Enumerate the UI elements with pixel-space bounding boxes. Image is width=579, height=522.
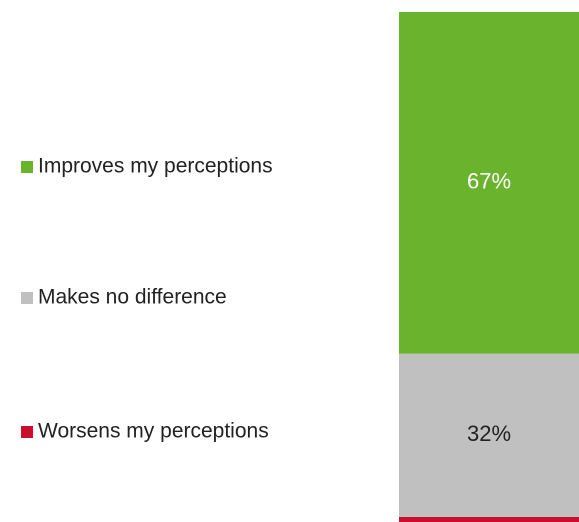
value-label: 67%: [467, 169, 511, 194]
value-label: 32%: [467, 421, 511, 446]
legend-text: Improves my perceptions: [38, 155, 273, 178]
legend-text: Worsens my perceptions: [38, 420, 269, 443]
legend-swatch: [21, 426, 33, 438]
legend-text: Makes no difference: [38, 286, 227, 309]
legend-swatch: [21, 161, 33, 173]
bar-segment: [399, 353, 579, 517]
bar-segment: [399, 12, 579, 354]
legend-swatch: [21, 292, 33, 304]
bar-segment: [399, 516, 579, 522]
